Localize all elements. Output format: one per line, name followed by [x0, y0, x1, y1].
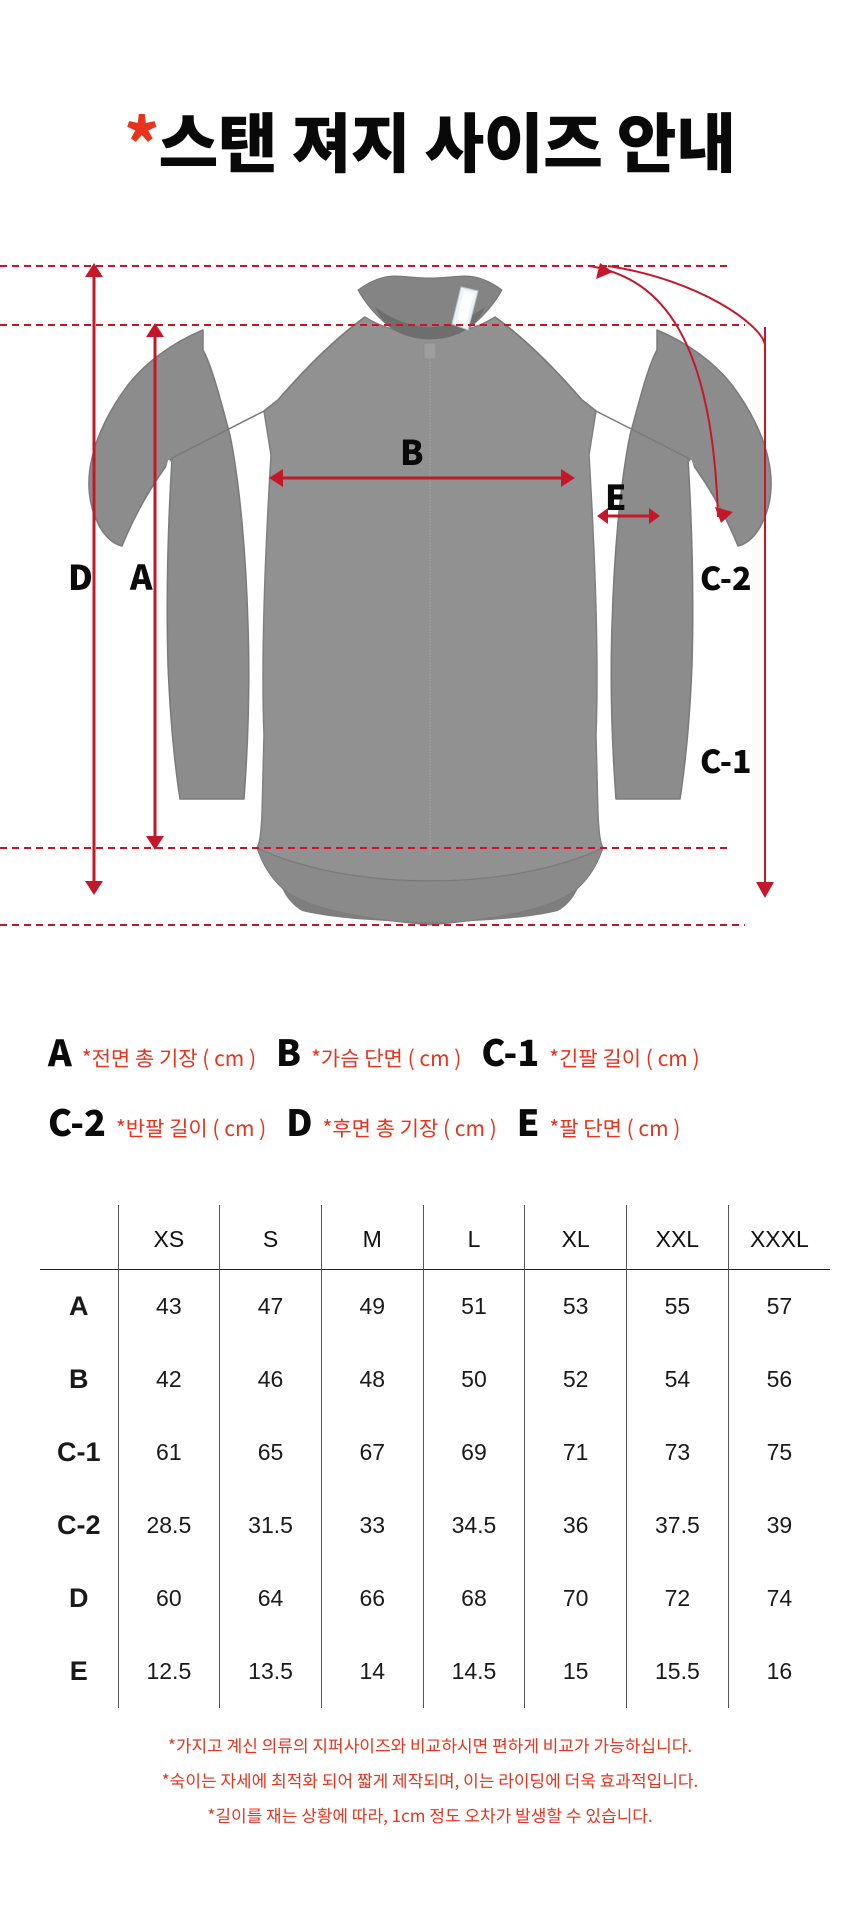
svg-text:C-1: C-1: [700, 737, 752, 783]
svg-text:D: D: [68, 551, 93, 600]
svg-text:A: A: [129, 551, 153, 600]
svg-text:B: B: [400, 426, 424, 475]
svg-text:E: E: [605, 471, 626, 520]
svg-text:C-2: C-2: [700, 554, 752, 600]
